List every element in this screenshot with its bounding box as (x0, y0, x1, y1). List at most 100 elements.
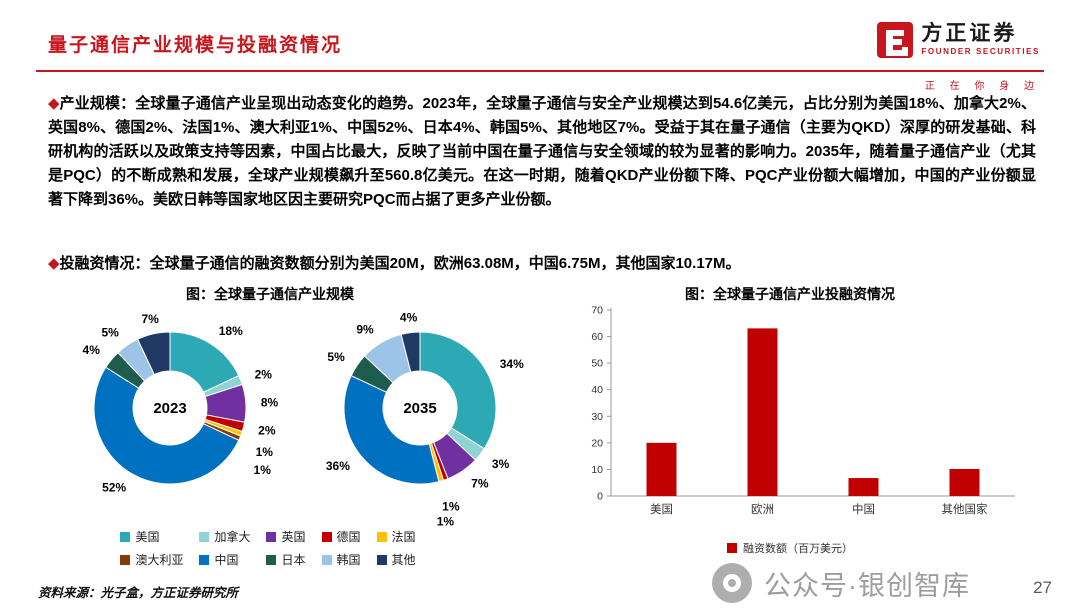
y-tick-label: 10 (591, 464, 603, 476)
pie-label-韩国: 9% (356, 323, 374, 337)
pie-legend-item-澳大利亚: 澳大利亚 (120, 551, 183, 568)
legend-label: 中国 (214, 553, 239, 567)
pie-label-加拿大: 3% (492, 457, 510, 471)
pie-legend-item-英国: 英国 (266, 528, 306, 545)
pie-label-英国: 8% (261, 395, 279, 409)
brand-logo: 方正证券 FOUNDER SECURITIES (877, 22, 1040, 58)
bar-其他国家 (949, 468, 980, 496)
diamond-bullet-icon: ◆ (48, 255, 60, 272)
y-tick-label: 0 (597, 491, 603, 503)
x-category-label: 欧洲 (751, 503, 774, 516)
legend-swatch (727, 543, 737, 553)
paragraph-industry-scale: ◆产业规模：全球量子通信产业呈现出动态变化的趋势。2023年，全球量子通信与安全… (48, 92, 1036, 212)
bar-chart-svg: 0 10 20 30 40 50 60 70 美国 欧洲 中国 其他国家 (591, 305, 1015, 516)
legend-label: 法国 (391, 530, 416, 544)
pie-slice-其他 (400, 331, 421, 373)
pie-legend-item-美国: 美国 (120, 528, 183, 545)
legend-swatch (266, 531, 277, 542)
legend-label: 加拿大 (214, 530, 251, 544)
pie-label-英国: 7% (471, 476, 489, 490)
pie-legend-item-其他: 其他 (376, 551, 416, 568)
pie-legend-item-法国: 法国 (376, 528, 416, 545)
pie-chart-title: 图：全球量子通信产业规模 (186, 286, 354, 302)
pie-slice-中国 (93, 366, 240, 485)
camera-dot-icon (728, 579, 736, 587)
pie-legend-item-日本: 日本 (266, 551, 306, 568)
pie-label-法国: 1% (256, 445, 274, 459)
source-note: 资料来源：光子盒，方正证券研究所 (38, 586, 239, 600)
page-number: 27 (1033, 578, 1052, 597)
donut-charts: 18%2%8%2%1%1%52%4%5%7%2023 34%3%7%1%1%0%… (45, 298, 545, 542)
pie-slice-美国 (419, 331, 497, 450)
pie-label-日本: 5% (327, 350, 345, 364)
legend-swatch (376, 554, 387, 565)
pie-label-中国: 52% (102, 481, 126, 495)
pie-label-加拿大: 2% (255, 368, 273, 382)
pie-legend-item-德国: 德国 (321, 528, 361, 545)
bar-中国 (848, 478, 879, 496)
paragraph-text: 全球量子通信的融资数额分别为美国20M，欧洲63.08M，中国6.75M，其他国… (149, 255, 741, 272)
legend-swatch (120, 554, 131, 565)
paragraph-label: 投融资情况： (59, 255, 150, 272)
bar-chart: 0 10 20 30 40 50 60 70 美国 欧洲 中国 其他国家 (565, 300, 1055, 530)
header-divider (36, 70, 1044, 72)
paragraph-label: 产业规模： (59, 95, 136, 112)
legend-swatch (376, 531, 387, 542)
bar-legend-label: 融资数额（百万美元） (743, 543, 853, 555)
y-tick-label: 20 (591, 437, 603, 449)
brand-name-cn: 方正证券 (921, 22, 1018, 46)
legend-label: 韩国 (336, 553, 361, 567)
pie-slice-中国 (343, 374, 440, 485)
y-tick-label: 30 (591, 411, 603, 423)
paragraph-investment: ◆投融资情况：全球量子通信的融资数额分别为美国20M，欧洲63.08M，中国6.… (48, 252, 1036, 276)
page-title: 量子通信产业规模与投融资情况 (48, 35, 343, 56)
donut-center-label: 2023 (153, 400, 186, 417)
camera-logo-icon (712, 563, 752, 603)
pie-chart-legend: 美国 加拿大 英国 德国 法国澳大利亚 中国 日本 韩国 其他 (48, 528, 488, 568)
brand-name-en: FOUNDER SECURITIES (921, 47, 1040, 57)
legend-label: 澳大利亚 (135, 553, 184, 567)
pie-label-韩国: 5% (102, 326, 120, 340)
donut-chart-2023: 18% 2% 8% 2% 1% 1% 52% 4% 5% 7% 2023 (45, 298, 295, 528)
legend-label: 美国 (135, 530, 160, 544)
legend-label: 日本 (281, 553, 306, 567)
pie-label-澳大利亚: 1% (254, 463, 272, 477)
pie-label-美国: 18% (219, 324, 243, 338)
bar-chart-title: 图：全球量子通信产业投融资情况 (685, 286, 895, 302)
brand-logo-text: 方正证券 FOUNDER SECURITIES (921, 22, 1040, 57)
pie-label-日本: 4% (83, 343, 101, 357)
pie-slice-其他 (136, 331, 171, 376)
x-category-label: 美国 (650, 502, 673, 516)
bar-chart-legend: 融资数额（百万美元） (570, 540, 1010, 556)
donut-svg-2035: 34%3%7%1%1%0%36%5%9%4%2035 (326, 311, 524, 542)
pie-label-其他: 7% (141, 312, 159, 326)
watermark: 公众号·银创智库 (712, 563, 970, 603)
legend-swatch (120, 531, 131, 542)
legend-swatch (321, 531, 332, 542)
diamond-bullet-icon: ◆ (48, 95, 60, 112)
pie-label-中国: 36% (326, 459, 350, 473)
legend-label: 其他 (391, 553, 416, 567)
legend-swatch (321, 554, 332, 565)
legend-label: 德国 (336, 530, 361, 544)
x-category-label: 中国 (852, 503, 875, 516)
y-tick-label: 50 (591, 358, 603, 370)
legend-swatch (266, 554, 277, 565)
legend-swatch (199, 554, 210, 565)
pie-legend-item-韩国: 韩国 (321, 551, 361, 568)
pie-label-法国: 1% (437, 514, 455, 528)
pie-label-德国: 2% (258, 424, 276, 438)
donut-center-label: 2035 (403, 400, 436, 417)
brand-tagline: 正 在 你 身 边 (924, 81, 1040, 92)
pie-legend-item-加拿大: 加拿大 (199, 528, 250, 545)
pie-legend-item-中国: 中国 (199, 551, 250, 568)
x-category-label: 其他国家 (942, 502, 988, 516)
y-tick-label: 60 (591, 331, 603, 343)
pie-label-德国: 1% (442, 500, 460, 514)
founder-logo-icon (877, 22, 914, 58)
paragraph-text: 全球量子通信产业呈现出动态变化的趋势。2023年，全球量子通信与安全产业规模达到… (48, 95, 1036, 208)
bar-欧洲 (747, 328, 778, 496)
y-tick-label: 70 (591, 305, 603, 317)
bar-美国 (646, 442, 677, 496)
